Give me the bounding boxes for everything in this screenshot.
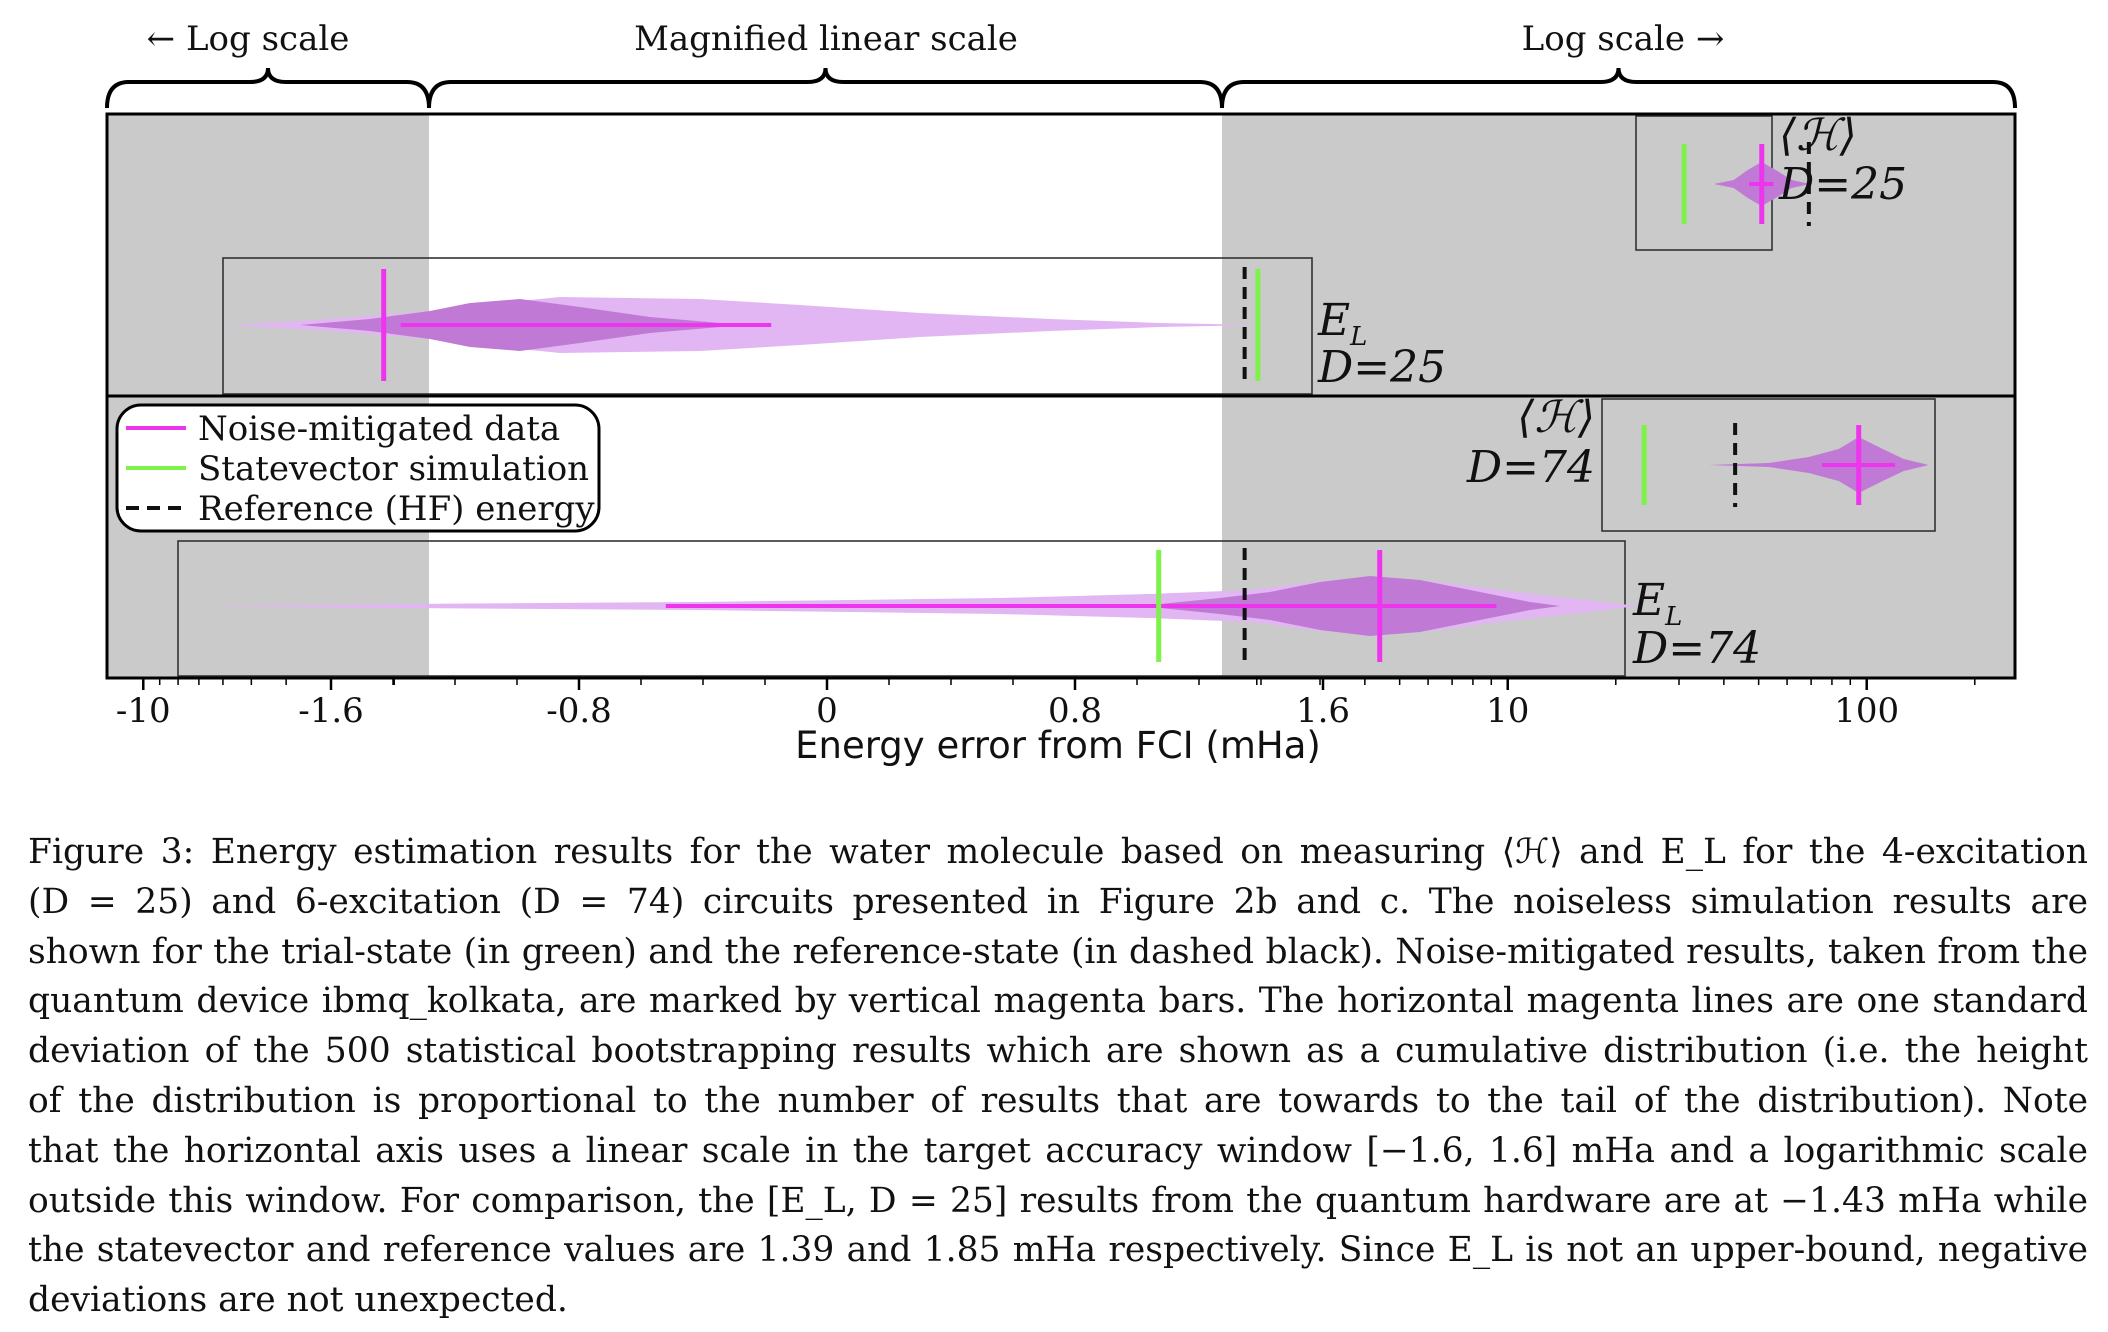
el25-label-operator: EL xyxy=(1317,295,1367,352)
el74-label-depth: D=74 xyxy=(1632,623,1761,674)
x-tick-label: 100 xyxy=(1834,691,1899,731)
x-tick-label: -1.6 xyxy=(298,691,364,731)
caption-line: outside this window. For comparison, the… xyxy=(28,1180,2088,1221)
violin-h74 xyxy=(1708,437,1929,493)
caption-line: that the horizontal axis uses a linear s… xyxy=(28,1130,2088,1171)
h25-label-depth: D=25 xyxy=(1778,159,1907,210)
legend-label-noise-mitigated: Noise-mitigated data xyxy=(198,409,560,449)
x-axis-label: Energy error from FCI (mHa) xyxy=(795,724,1321,767)
caption-line: deviation of the 500 statistical bootstr… xyxy=(28,1031,2088,1072)
x-tick-label: 1.6 xyxy=(1296,691,1350,731)
inset-box-el74 xyxy=(177,540,1626,677)
legend-box xyxy=(115,403,601,533)
x-tick-label: -0.8 xyxy=(546,691,612,731)
caption-line: deviations are not unexpected. xyxy=(28,1280,568,1321)
inset-box-h74 xyxy=(1601,398,1936,532)
x-tick-label: 10 xyxy=(1486,691,1529,731)
figure-caption: Figure 3: Energy estimation results for … xyxy=(28,828,2088,1326)
figure-3-chart: ← Log scale Magnified linear scale Log s… xyxy=(105,19,2017,767)
h74-label-operator: ⟨ℋ⟩ xyxy=(1517,392,1595,443)
brace-linear xyxy=(427,67,1224,109)
top-label-right-log-scale: Log scale → xyxy=(1522,19,1725,59)
caption-line: the statevector and reference values are… xyxy=(28,1230,2088,1271)
el25-label-depth: D=25 xyxy=(1317,342,1446,393)
legend-label-reference: Reference (HF) energy xyxy=(198,489,595,529)
top-label-magnified-linear-scale: Magnified linear scale xyxy=(634,19,1018,59)
caption-line: shown for the trial-state (in green) and… xyxy=(28,931,2088,972)
brace-right-log xyxy=(1220,67,2017,109)
caption-line: of the distribution is proportional to t… xyxy=(28,1080,2088,1121)
el74-label-operator: EL xyxy=(1632,575,1682,632)
x-tick-label: -10 xyxy=(116,691,171,731)
inset-box-el25 xyxy=(222,257,1313,395)
brace-left-log xyxy=(105,67,431,109)
x-tick-label: 0 xyxy=(816,691,838,731)
legend-label-statevector: Statevector simulation xyxy=(198,449,589,489)
top-label-left-log-scale: ← Log scale xyxy=(147,19,350,59)
x-axis: -10 -1.6 -0.8 0 0.8 1.6 10 100 xyxy=(116,678,1976,731)
legend: Noise-mitigated data Statevector simulat… xyxy=(115,403,601,533)
x-tick-label: 0.8 xyxy=(1048,691,1102,731)
h74-label-depth: D=74 xyxy=(1466,442,1595,493)
h25-label-operator: ⟨ℋ⟩ xyxy=(1779,110,1857,161)
scale-braces xyxy=(105,67,2017,109)
caption-line: Figure 3: Energy estimation results for … xyxy=(28,832,2088,872)
caption-line: quantum device ibmq_kolkata, are marked … xyxy=(28,981,2088,1022)
caption-line: (D = 25) and 6-excitation (D = 74) circu… xyxy=(28,881,2088,922)
